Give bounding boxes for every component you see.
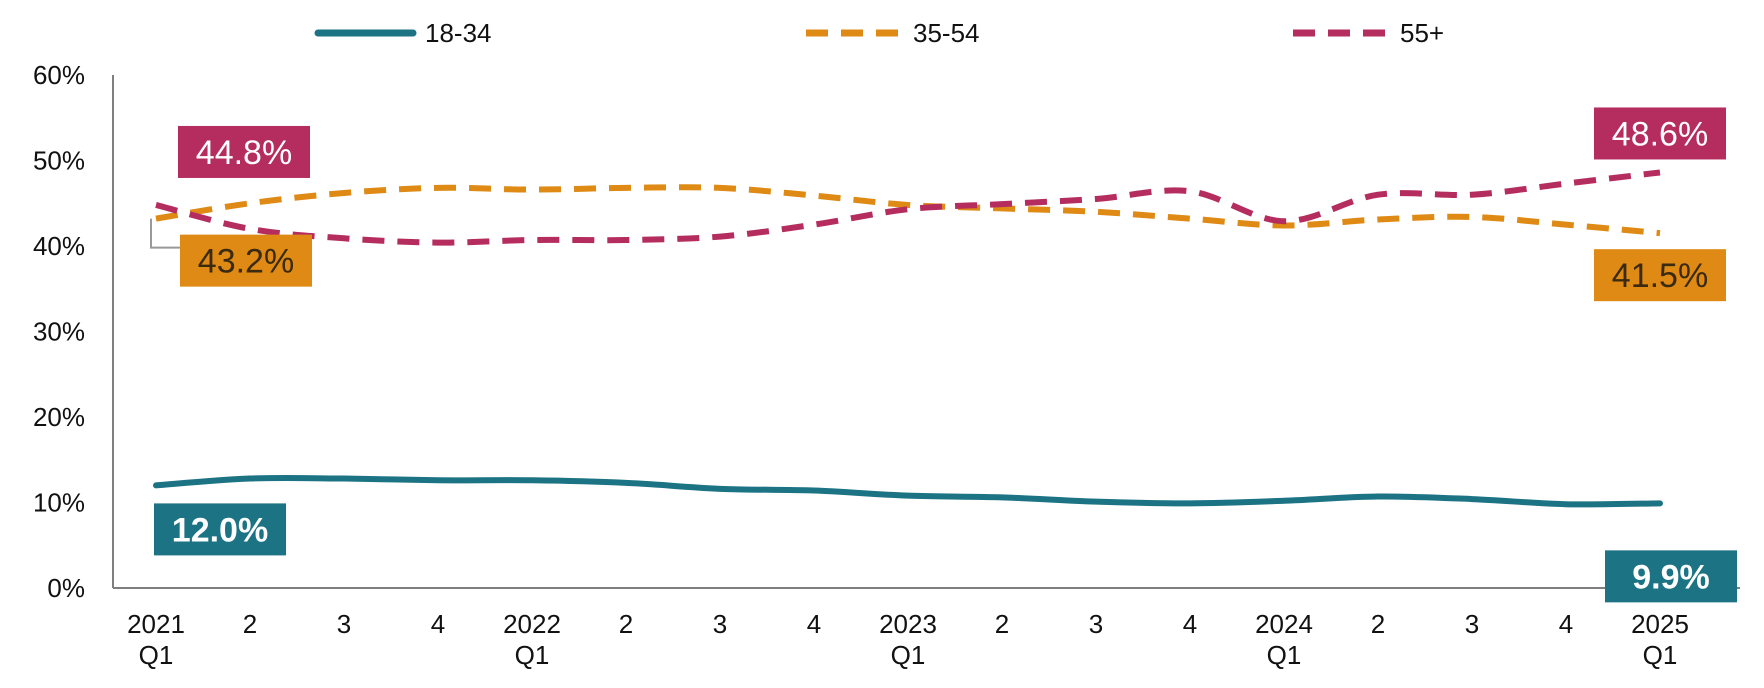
x-tick-label: 4 [1183,609,1197,639]
label-leader-line [150,218,180,249]
x-tick-label: 2021 [127,609,185,639]
data-label: 9.9% [1632,558,1710,596]
data-label-box [1605,550,1737,603]
x-tick-sublabel: Q1 [891,640,926,670]
data-label: 12.0% [172,511,268,549]
x-tick-label: 2024 [1255,609,1313,639]
data-label: 43.2% [198,243,294,281]
legend-label: 35-54 [913,18,980,48]
x-tick-label: 3 [1465,609,1479,639]
series-line-18-34 [153,474,1663,508]
y-tick-label: 40% [33,231,85,261]
x-tick-sublabel: Q1 [515,640,550,670]
data-label-box [1594,249,1726,302]
legend: 18-34 35-54 55+ [314,18,1444,48]
legend-label: 55+ [1400,18,1444,48]
x-tick-label: 2 [243,609,257,639]
data-label-box [154,503,286,556]
y-tick-label: 50% [33,146,85,176]
data-label: 41.5% [1612,257,1708,295]
x-tick-sublabel: Q1 [1643,640,1678,670]
x-tick-label: 4 [807,609,821,639]
data-label-box [180,234,312,287]
data-labels: 12.0% 9.9% 43.2% 41.5% 44.8% 48.6% [150,107,1737,603]
x-tick-label: 2 [995,609,1009,639]
x-tick-label: 2023 [879,609,937,639]
data-label-box [178,125,310,178]
y-tick-label: 60% [33,60,85,90]
x-tick-label: 4 [431,609,445,639]
series-line-35-54 [155,184,1661,237]
x-tick-label: 2 [1371,609,1385,639]
x-tick-label: 3 [337,609,351,639]
series-line-55 [155,169,1661,246]
y-tick-label: 10% [33,488,85,518]
y-tick-label: 0% [47,573,85,603]
x-tick-label: 2 [619,609,633,639]
x-tick-label: 3 [713,609,727,639]
data-label-box [1594,107,1726,160]
y-tick-label: 20% [33,402,85,432]
x-tick-label: 3 [1089,609,1103,639]
x-tick-label: 2022 [503,609,561,639]
series-layer [153,169,1663,508]
x-tick-sublabel: Q1 [1267,640,1302,670]
legend-label: 18-34 [425,18,492,48]
data-label: 48.6% [1612,115,1708,153]
y-tick-label: 30% [33,317,85,347]
x-tick-label: 2025 [1631,609,1689,639]
x-tick-sublabel: Q1 [139,640,174,670]
data-label: 44.8% [196,134,292,172]
x-tick-label: 4 [1559,609,1573,639]
